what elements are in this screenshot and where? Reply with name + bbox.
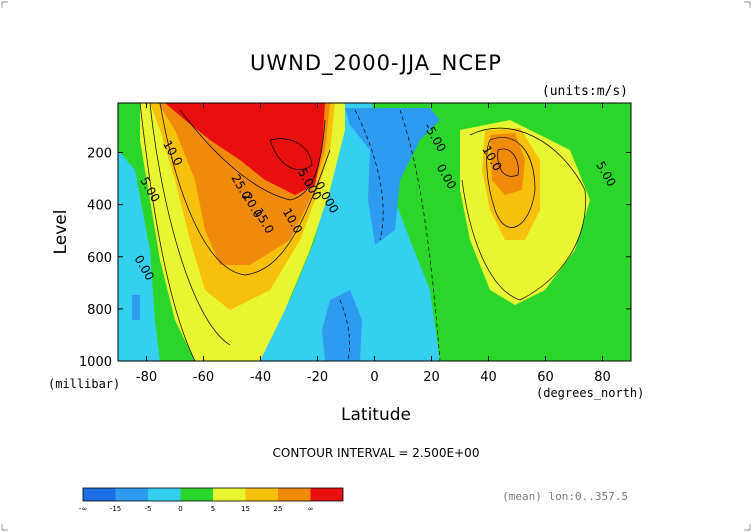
colorbar-swatch (115, 488, 148, 501)
y-axis-title: Level (51, 210, 71, 255)
x-axis-ticks: -80 -60 -40 -20 0 20 40 60 80 (136, 103, 611, 385)
colorbar-level-label: 15 (241, 505, 250, 513)
units-label: (units:m/s) (542, 84, 628, 99)
colorbar-swatch (148, 488, 181, 501)
contour-lines (139, 103, 586, 361)
colorbar-frame (82, 487, 344, 502)
x-tick-label: 40 (480, 370, 497, 385)
contour-interval-label: CONTOUR INTERVAL = 2.500E+00 (273, 446, 480, 460)
x-tick-label: 80 (594, 370, 611, 385)
y-tick-label: 600 (87, 251, 112, 266)
colorbar-swatch (278, 488, 311, 501)
contour-field (118, 103, 631, 361)
x-tick-label: -60 (193, 370, 214, 385)
colorbar-swatch (213, 488, 246, 501)
y-unit-label: (millibar) (48, 377, 120, 391)
x-tick-label: -20 (307, 370, 328, 385)
y-tick-label: 400 (87, 199, 112, 214)
colorbar-level-label: 0 (178, 505, 182, 513)
x-tick-label: -80 (136, 370, 157, 385)
x-axis-title: Latitude (341, 405, 411, 425)
x-tick-label: 20 (423, 370, 440, 385)
colorbar: -∞ -15 -5 0 5 15 25 ∞ (79, 487, 344, 513)
negative-contours (339, 109, 441, 361)
y-tick-label: 800 (87, 303, 112, 318)
colorbar-level-label: -5 (145, 505, 152, 513)
blue-region-lower (322, 290, 362, 361)
x-unit-label: (degrees_north) (536, 386, 644, 400)
cyan-region-tropics (240, 103, 440, 361)
colorbar-swatch (83, 488, 116, 501)
colorbar-level-label: 25 (274, 505, 283, 513)
cyan-region-southpole (118, 150, 160, 361)
y-axis-ticks: 200 400 600 800 1000 (79, 147, 631, 370)
sh-jet-red (165, 103, 325, 195)
footnote: (mean) lon:0..357.5 (502, 490, 628, 503)
colorbar-swatch (310, 488, 343, 501)
x-tick-label: -40 (250, 370, 271, 385)
nh-jet-orange (490, 133, 525, 195)
y-tick-label: 200 (87, 147, 112, 162)
x-tick-label: 60 (537, 370, 554, 385)
y-tick-label: 1000 (79, 355, 112, 370)
colorbar-level-label: 5 (211, 505, 215, 513)
colorbar-level-label: -∞ (79, 505, 87, 513)
colorbar-level-label: ∞ (308, 505, 314, 513)
colorbar-swatch (180, 488, 213, 501)
colorbar-level-label: -15 (110, 505, 121, 513)
chart-title: UWND_2000-JJA_NCEP (250, 51, 502, 76)
blue-region-pole (132, 295, 140, 320)
x-tick-label: 0 (370, 370, 378, 385)
colorbar-swatch (245, 488, 278, 501)
